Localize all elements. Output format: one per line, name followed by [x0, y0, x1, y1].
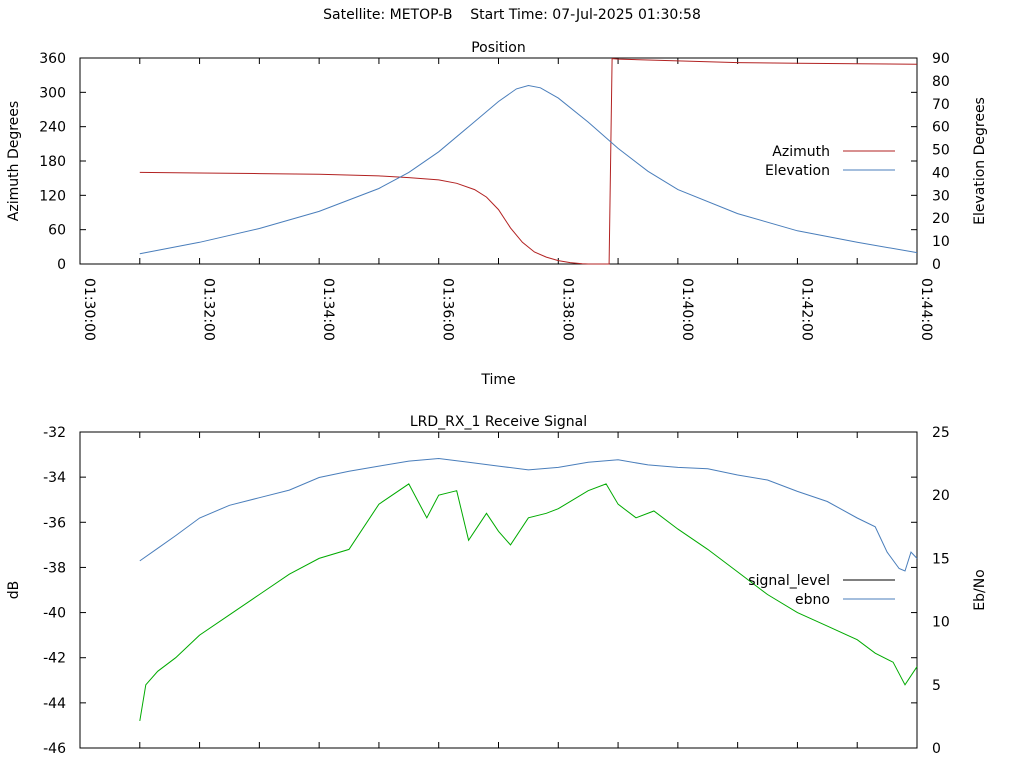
plot-frame — [79, 57, 918, 265]
x-tick-label: 01:42:00 — [798, 278, 814, 341]
y2-tick-label: 90 — [932, 51, 950, 67]
y2-tick-label: 40 — [932, 165, 950, 181]
y2-tick-label: 0 — [932, 257, 941, 273]
x-tick-label: 01:32:00 — [201, 278, 217, 341]
legend-label: signal_level — [748, 573, 830, 589]
x-tick-label: 01:30:00 — [81, 278, 97, 341]
y2-tick-label: 60 — [932, 120, 950, 136]
legend-label: ebno — [795, 592, 830, 608]
y2-tick-label: 10 — [932, 615, 950, 631]
chart-title: Position — [471, 40, 526, 56]
y2-tick-label: 80 — [932, 74, 950, 90]
plot-frame — [79, 431, 918, 749]
y2-tick-label: 25 — [932, 425, 950, 441]
y-tick-label: 0 — [57, 257, 66, 273]
x-tick-label: 01:34:00 — [320, 278, 336, 341]
y2-axis-label: Elevation Degrees — [972, 97, 988, 225]
series-line-ebno — [139, 457, 918, 572]
y-tick-label: -38 — [43, 560, 66, 576]
y2-tick-label: 30 — [932, 188, 950, 204]
y-tick-label: 120 — [39, 188, 66, 204]
y2-tick-label: 10 — [932, 234, 950, 250]
series-line-Azimuth — [139, 58, 918, 265]
legend-label: Azimuth — [772, 144, 830, 160]
y-tick-label: 180 — [39, 154, 66, 170]
x-axis-label: Time — [480, 372, 515, 388]
y2-axis-label: Eb/No — [972, 569, 988, 611]
y-tick-label: -32 — [43, 425, 66, 441]
y-tick-label: 240 — [39, 120, 66, 136]
y-tick-label: -46 — [43, 741, 66, 757]
x-tick-label: 01:36:00 — [440, 278, 456, 341]
legend-label: Elevation — [765, 163, 830, 179]
y2-tick-label: 15 — [932, 551, 950, 567]
y-axis-label: Azimuth Degrees — [6, 101, 22, 221]
y2-tick-label: 0 — [932, 741, 941, 757]
y-tick-label: 360 — [39, 51, 66, 67]
y-tick-label: -40 — [43, 606, 66, 622]
y-tick-label: -42 — [43, 651, 66, 667]
y-tick-label: 60 — [48, 223, 66, 239]
x-tick-label: 01:38:00 — [559, 278, 575, 341]
y-tick-label: 300 — [39, 85, 66, 101]
series-line-Elevation — [139, 84, 918, 255]
y2-tick-label: 20 — [932, 211, 950, 227]
chart-main-title: Satellite: METOP-B Start Time: 07-Jul-20… — [323, 7, 701, 23]
x-tick-label: 01:40:00 — [679, 278, 695, 341]
y-tick-label: -36 — [43, 515, 66, 531]
y2-tick-label: 20 — [932, 488, 950, 504]
x-tick-label: 01:44:00 — [918, 278, 934, 341]
y2-tick-label: 70 — [932, 97, 950, 113]
y-axis-label: dB — [6, 581, 22, 600]
y-tick-label: -44 — [43, 696, 66, 712]
y2-tick-label: 50 — [932, 143, 950, 159]
series-line-signal_level — [139, 483, 918, 721]
chart-title: LRD_RX_1 Receive Signal — [410, 414, 587, 430]
y-tick-label: -34 — [43, 470, 66, 486]
y2-tick-label: 5 — [932, 678, 941, 694]
